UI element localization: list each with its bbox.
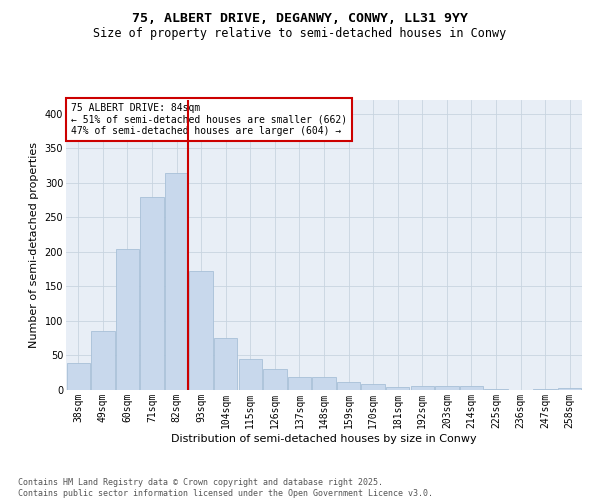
Bar (361, 384, 385, 390)
Text: Size of property relative to semi-detached houses in Conwy: Size of property relative to semi-detach… (94, 28, 506, 40)
Bar (313, 377, 335, 390)
Bar (337, 382, 360, 390)
Bar (190, 271, 213, 390)
Bar (460, 386, 483, 390)
Bar (67, 363, 90, 390)
Bar (214, 338, 238, 390)
Bar (435, 386, 458, 390)
Text: Contains HM Land Registry data © Crown copyright and database right 2025.
Contai: Contains HM Land Registry data © Crown c… (18, 478, 433, 498)
Bar (116, 249, 139, 390)
Bar (263, 370, 287, 390)
Y-axis label: Number of semi-detached properties: Number of semi-detached properties (29, 142, 39, 348)
X-axis label: Distribution of semi-detached houses by size in Conwy: Distribution of semi-detached houses by … (171, 434, 477, 444)
Text: 75 ALBERT DRIVE: 84sqm
← 51% of semi-detached houses are smaller (662)
47% of se: 75 ALBERT DRIVE: 84sqm ← 51% of semi-det… (71, 103, 347, 136)
Bar (239, 359, 262, 390)
Bar (410, 386, 434, 390)
Bar (386, 386, 409, 390)
Bar (165, 172, 188, 390)
Bar (558, 388, 581, 390)
Bar (91, 330, 115, 390)
Text: 75, ALBERT DRIVE, DEGANWY, CONWY, LL31 9YY: 75, ALBERT DRIVE, DEGANWY, CONWY, LL31 9… (132, 12, 468, 26)
Bar (140, 196, 164, 390)
Bar (288, 377, 311, 390)
